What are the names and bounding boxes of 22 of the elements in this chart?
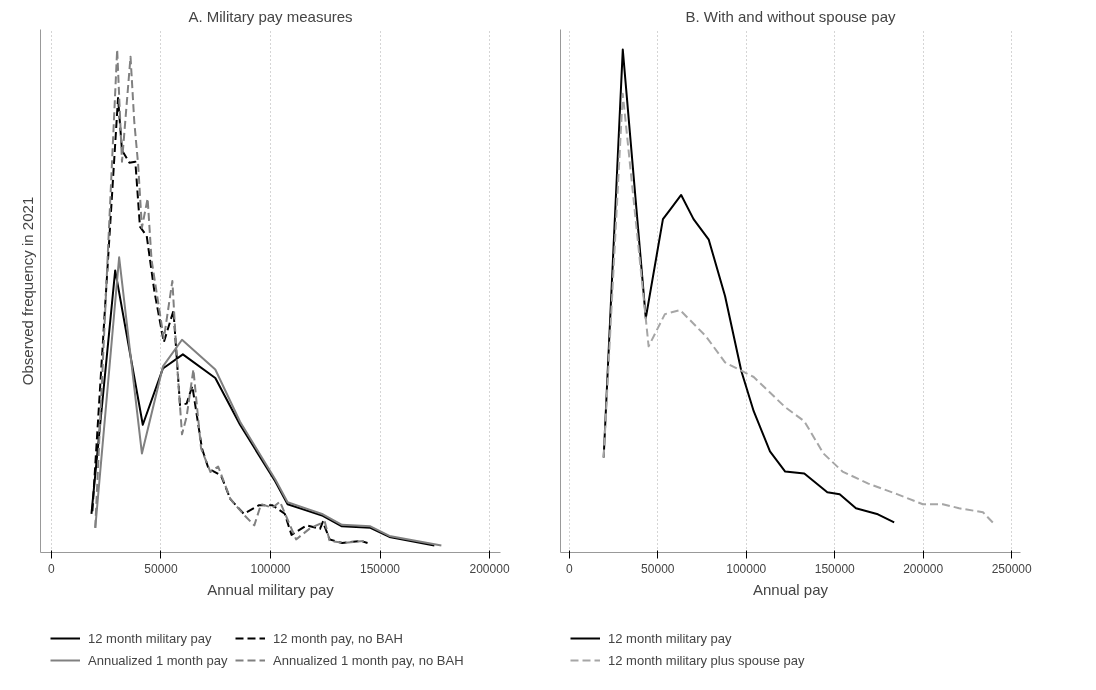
chart-title: B. With and without spouse pay bbox=[685, 7, 897, 25]
x-tick-label: 50000 bbox=[144, 561, 178, 576]
x-axis-title: Annual pay bbox=[752, 580, 829, 598]
legend-label: 12 month military pay bbox=[608, 630, 732, 646]
x-tick-label: 50000 bbox=[641, 561, 675, 576]
legend-label: Annualized 1 month pay, no BAH bbox=[273, 652, 464, 668]
x-tick-label: 100000 bbox=[726, 561, 767, 576]
legend-label: 12 month military plus spouse pay bbox=[608, 652, 805, 668]
x-tick-label: 0 bbox=[48, 561, 56, 576]
x-tick-label: 200000 bbox=[903, 561, 944, 576]
legend-label: Annualized 1 month pay bbox=[88, 652, 228, 668]
x-tick-label: 150000 bbox=[814, 561, 856, 576]
chart-title: A. Military pay measures bbox=[188, 7, 353, 25]
x-tick-label: 100000 bbox=[250, 561, 291, 576]
x-axis-title: Annual military pay bbox=[207, 580, 335, 598]
x-tick-label: 250000 bbox=[991, 561, 1032, 576]
legend-label: 12 month military pay bbox=[88, 630, 212, 646]
x-tick-label: 200000 bbox=[469, 561, 510, 576]
x-tick-label: 0 bbox=[566, 561, 574, 576]
x-tick-label: 150000 bbox=[360, 561, 401, 576]
legend-label: 12 month pay, no BAH bbox=[273, 630, 403, 646]
y-axis-title: Observed frequency in 2021 bbox=[18, 196, 36, 386]
